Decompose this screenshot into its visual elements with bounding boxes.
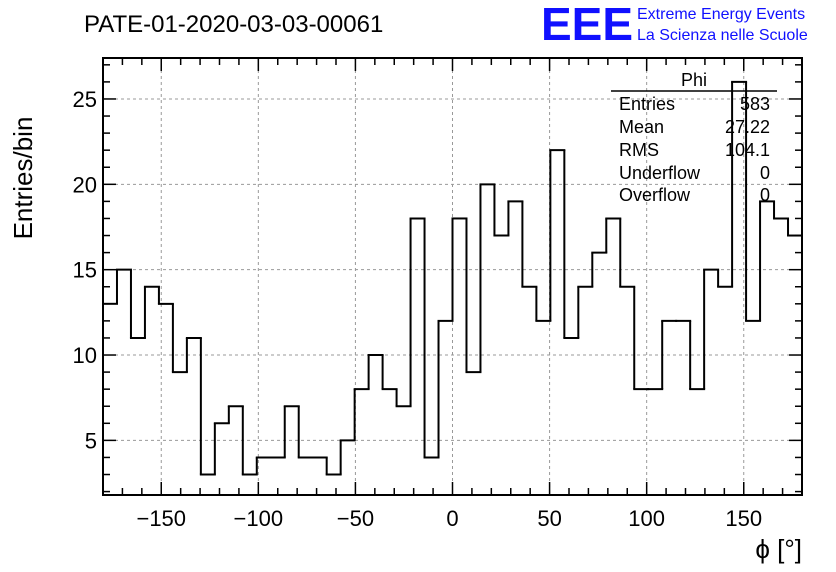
- x-tick-label: −50: [337, 506, 374, 531]
- x-tick-label: 0: [446, 506, 458, 531]
- histogram-bars: [102, 80, 803, 476]
- y-axis: 5 10 15 20 25: [73, 64, 802, 493]
- stats-row-label: Underflow: [619, 163, 701, 183]
- y-tick-label: 10: [73, 343, 97, 368]
- chart-title: PATE-01-2020-03-03-00061: [84, 11, 383, 38]
- stats-row-label: Overflow: [619, 185, 691, 205]
- stats-row-label: RMS: [619, 140, 659, 160]
- y-axis-label: Entries/bin: [8, 117, 38, 240]
- stats-row-value: 104.1: [725, 140, 770, 160]
- x-tick-label: −150: [136, 506, 186, 531]
- x-tick-label: 150: [725, 506, 762, 531]
- x-tick-label: 50: [537, 506, 561, 531]
- y-tick-label: 15: [73, 258, 97, 283]
- stats-row-value: 0: [760, 185, 770, 205]
- x-tick-label: −100: [234, 506, 284, 531]
- stats-name: Phi: [681, 70, 707, 90]
- x-axis-label: ϕ [°]: [755, 534, 802, 564]
- y-tick-label: 20: [73, 172, 97, 197]
- y-tick-label: 5: [85, 428, 97, 453]
- stats-row-value: 0: [760, 163, 770, 183]
- stats-box: Phi Entries 583 Mean 27.22 RMS 104.1 Und…: [611, 70, 777, 205]
- stats-row-label: Entries: [619, 94, 675, 114]
- stats-row-value: 583: [740, 94, 770, 114]
- stats-row-label: Mean: [619, 117, 664, 137]
- logo-mark: EEE: [541, 0, 633, 50]
- x-tick-label: 100: [628, 506, 665, 531]
- logo-line-2: La Scienza nelle Scuole: [637, 27, 808, 44]
- x-axis: −150 −100 −50 0 50 100 150: [121, 58, 784, 531]
- stats-row-value: 27.22: [725, 117, 770, 137]
- logo-line-1: Extreme Energy Events: [637, 6, 805, 23]
- y-tick-label: 25: [73, 87, 97, 112]
- eee-logo: EEE Extreme Energy Events La Scienza nel…: [541, 0, 808, 50]
